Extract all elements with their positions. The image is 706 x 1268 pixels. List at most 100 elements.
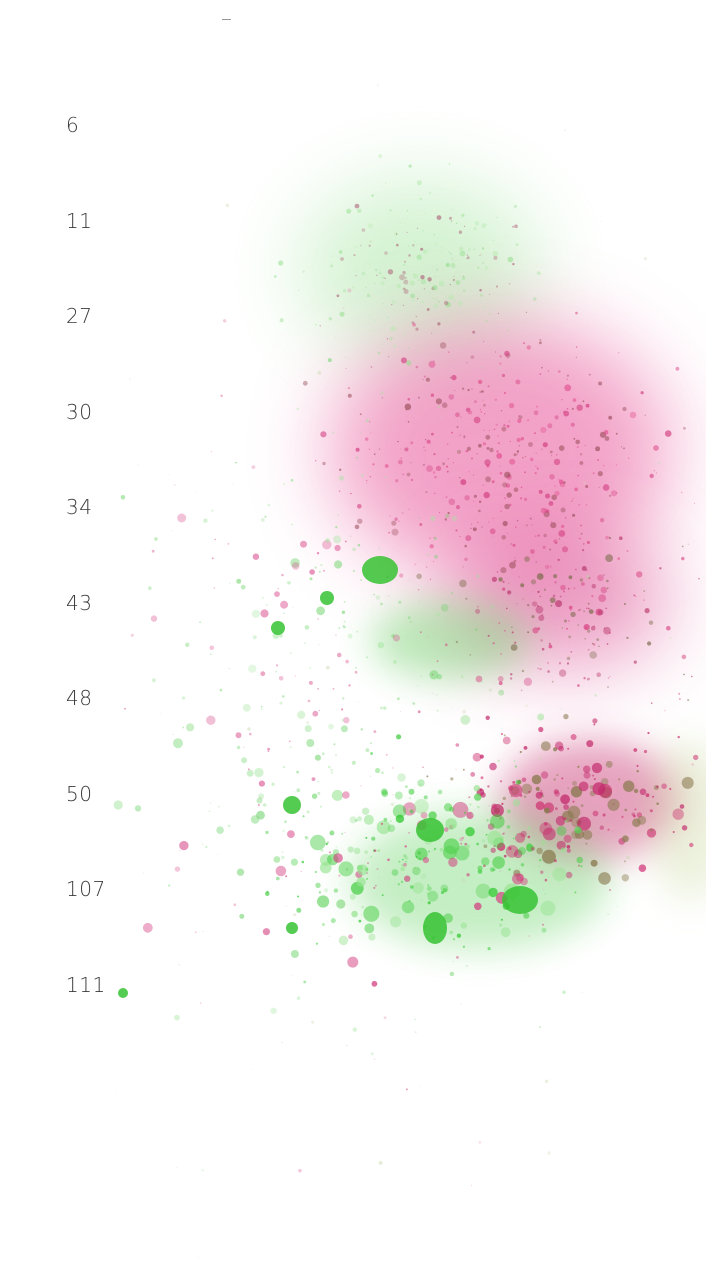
paint-drop [209,653,212,655]
paint-drop [385,753,388,756]
paint-drop [436,612,440,617]
paint-drop [523,746,528,750]
paint-drop [511,631,514,634]
paint-drop [501,426,507,432]
paint-drop [592,810,599,817]
paint-drop [516,453,519,455]
paint-drop [216,826,224,834]
paint-drop [531,774,542,785]
paint-drop [210,450,213,453]
pink-cloud [330,320,670,580]
paint-drop [534,535,537,537]
paint-drop [466,446,471,451]
paint-drops [113,84,700,1258]
paint-drop [586,607,588,610]
paint-drop [315,942,319,945]
paint-drop [409,809,414,814]
paint-drop [236,578,242,584]
paint-drop [597,609,604,616]
paint-drop [282,695,285,698]
paint-drop [440,415,442,417]
paint-drop [517,847,526,855]
paint-drop [452,278,456,282]
paint-drop [335,754,337,757]
paint-drop [370,855,373,858]
paint-drop [445,296,447,298]
paint-drop [583,765,591,773]
paint-drop [283,612,285,615]
paint-drop [537,534,540,537]
paint-drop [537,605,539,607]
paint-drop [329,830,335,836]
paint-drop [174,484,176,486]
paint-drop [324,888,329,893]
paint-drop [470,1184,473,1187]
paint-drop [432,285,438,291]
paint-drop [602,813,606,817]
paint-drop [513,559,517,563]
paint-drop [582,400,585,403]
paint-drop [497,759,500,762]
paint-drop [366,479,368,482]
paint-drop [566,408,569,410]
paint-drop [410,462,412,464]
paint-drop [435,398,442,405]
paint-drop [508,868,511,871]
paint-drop [506,607,508,610]
paint-drop [564,817,567,821]
paint-drop [545,564,550,570]
paint-drop [561,399,563,401]
paint-drop [416,180,422,186]
paint-drop [339,311,345,317]
paint-drop [463,435,466,438]
paint-drop [468,412,470,414]
paint-drop [429,292,431,294]
paint-drop [174,866,181,872]
paint-drop [498,689,505,696]
paint-drop [211,509,214,512]
paint-drop [436,215,442,221]
paint-drop [507,256,514,263]
paint-drop [280,600,289,609]
paint-drop [588,609,594,614]
paint-drop [229,582,231,585]
paint-drop [623,602,627,606]
paint-drop [415,365,419,369]
paint-drop [241,757,248,764]
paint-drop [479,408,482,411]
paint-drop [366,481,368,484]
paint-drop [520,863,525,867]
paint-drop [437,789,443,795]
paint-drop [516,603,518,605]
paint-drop [471,523,473,525]
paint-drop [377,849,381,852]
paint-drop [271,782,275,786]
paint-drop [342,697,345,700]
paint-drop [597,574,604,582]
paint-drop [470,355,475,359]
paint-drop [392,794,394,796]
paint-drop [381,343,383,346]
paint-drop [417,779,425,787]
paint-drop [496,450,499,453]
paint-drop [317,618,319,620]
paint-drop [466,256,470,259]
paint-drop [609,537,612,540]
paint-drop [281,855,285,860]
paint-drop [333,535,342,544]
paint-drop [603,464,605,467]
paint-drop [365,836,368,839]
paint-drop [401,907,404,910]
paint-drop [480,776,484,780]
paint-drop [448,163,451,165]
paint-drop [275,664,279,667]
paint-drop [592,774,595,777]
paint-drop [457,450,460,453]
paint-drop [542,794,544,796]
paint-drop [510,644,518,651]
paint-drop [605,535,609,540]
paint-drop [376,820,391,835]
paint-drop [360,579,362,581]
paint-drop [468,249,470,251]
paint-drop [540,870,544,874]
